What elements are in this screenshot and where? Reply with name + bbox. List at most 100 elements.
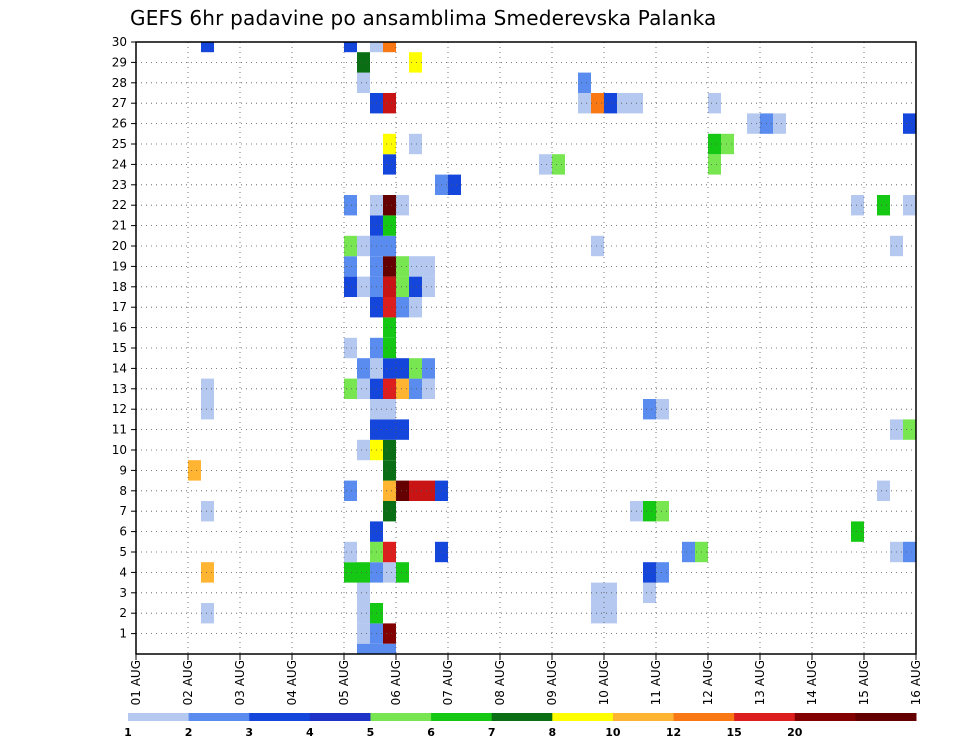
colorbar-label: 3: [245, 726, 253, 739]
colorbar-segment: [673, 713, 735, 721]
heatmap-cell: [383, 378, 396, 399]
heatmap-cell: [370, 42, 383, 53]
x-tick-label: 02 AUG: [181, 660, 195, 705]
heatmap-cell: [578, 72, 591, 93]
heatmap-cell: [383, 643, 396, 654]
colorbar-label: 2: [185, 726, 193, 739]
y-tick-label: 30: [112, 35, 127, 49]
heatmap-cell: [357, 235, 370, 257]
colorbar-label: 7: [488, 726, 496, 739]
x-tick-label: 11 AUG: [649, 660, 663, 705]
colorbar-segment: [552, 713, 614, 721]
heatmap-cell: [357, 358, 370, 379]
y-tick-label: 3: [119, 586, 127, 600]
y-tick-label: 15: [112, 341, 127, 355]
y-tick-label: 18: [112, 280, 127, 294]
colorbar-label: 1: [124, 726, 132, 739]
y-tick-label: 24: [112, 157, 127, 171]
y-tick-label: 8: [119, 484, 127, 498]
heatmap-cell: [357, 378, 370, 399]
heatmap-cell: [383, 460, 396, 481]
heatmap-cell: [383, 480, 396, 501]
heatmap-cell: [721, 133, 734, 155]
heatmap-cell: [357, 72, 370, 93]
heatmap-cell: [773, 113, 786, 134]
heatmap-cell: [383, 562, 396, 583]
heatmap-cell: [422, 480, 435, 501]
heatmap-cell: [357, 603, 370, 624]
heatmap-cell: [396, 256, 409, 277]
y-tick-label: 7: [119, 504, 127, 518]
heatmap-cell: [383, 297, 396, 318]
heatmap-cell: [422, 256, 435, 277]
x-tick-label: 13 AUG: [753, 660, 767, 705]
heatmap-cell: [604, 603, 617, 624]
y-axis: 1234567891011121314151617181920212223242…: [112, 35, 136, 641]
heatmap-cell: [396, 378, 409, 399]
colorbar-segment: [734, 713, 796, 721]
heatmap-cell: [396, 562, 409, 583]
heatmap-cell: [682, 541, 695, 563]
y-tick-label: 4: [119, 565, 127, 579]
x-tick-label: 16 AUG: [909, 660, 923, 705]
y-tick-label: 17: [112, 300, 127, 314]
heatmap-cell: [383, 501, 396, 522]
grid-lines: [135, 41, 917, 654]
heatmap-cell: [396, 195, 409, 216]
heatmap-cell: [344, 235, 357, 257]
x-tick-label: 05 AUG: [337, 660, 351, 705]
heatmap-cell: [409, 480, 422, 501]
heatmap-cell: [604, 582, 617, 603]
heatmap-cell: [344, 378, 357, 399]
heatmap-cell: [383, 317, 396, 338]
heatmap-cell: [877, 480, 890, 501]
x-tick-label: 01 AUG: [129, 660, 143, 705]
y-tick-label: 10: [112, 443, 127, 457]
heatmap-cell: [383, 133, 396, 155]
colorbar-label: 5: [367, 726, 375, 739]
y-tick-label: 19: [112, 259, 127, 273]
y-tick-label: 27: [112, 96, 127, 110]
heatmap-cell: [383, 93, 396, 114]
y-tick-label: 29: [112, 55, 127, 69]
heatmap-cell: [344, 276, 357, 297]
heatmap-cell: [344, 337, 357, 359]
colorbar-label: 15: [726, 726, 741, 739]
colorbar-segment: [370, 713, 432, 721]
x-tick-label: 03 AUG: [233, 660, 247, 705]
heatmap-cell: [409, 378, 422, 399]
y-tick-label: 21: [112, 219, 127, 233]
heatmap-cell: [357, 562, 370, 583]
heatmap-cell: [747, 113, 760, 134]
heatmap-cell: [344, 480, 357, 501]
colorbar-label: 12: [666, 726, 681, 739]
x-tick-label: 06 AUG: [389, 660, 403, 705]
heatmap-cell: [422, 378, 435, 399]
heatmap-cell: [344, 42, 357, 53]
heatmap-cell: [201, 562, 214, 583]
colorbar-label: 20: [787, 726, 803, 739]
colorbar: 1 2 3 4 5 6 7 8 10 12 15 20: [124, 713, 917, 739]
heatmap-cell: [409, 133, 422, 155]
y-tick-label: 11: [112, 423, 127, 437]
y-tick-label: 9: [119, 463, 127, 477]
x-tick-label: 09 AUG: [545, 660, 559, 705]
heatmap-cell: [383, 215, 396, 236]
colorbar-segment: [188, 713, 250, 721]
heatmap-cell: [370, 643, 383, 654]
heatmap-cell: [396, 276, 409, 297]
heatmap-cell: [383, 256, 396, 277]
heatmap-cell: [357, 582, 370, 603]
colorbar-label: 4: [306, 726, 314, 739]
heatmap-cell: [383, 235, 396, 257]
heatmap-cell: [643, 501, 656, 522]
heatmap-cell: [383, 419, 396, 440]
colorbar-segment: [309, 713, 371, 721]
heatmap-cell: [383, 154, 396, 175]
heatmap-cell: [552, 154, 565, 175]
x-tick-label: 08 AUG: [493, 660, 507, 705]
heatmap-cell: [591, 603, 604, 624]
heatmap-cell: [383, 439, 396, 461]
heatmap-cell: [851, 521, 864, 542]
